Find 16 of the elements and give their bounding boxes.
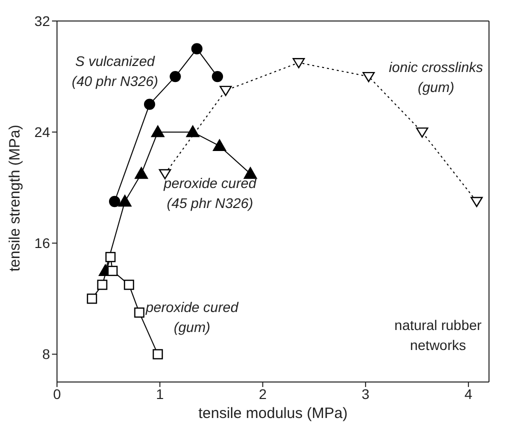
x-axis-title: tensile modulus (MPa) — [198, 405, 348, 422]
y-tick-label: 32 — [34, 12, 50, 29]
x-tick-label: 4 — [464, 386, 473, 402]
y-tick-label: 24 — [34, 124, 50, 140]
annotation: natural rubber networks — [393, 316, 483, 355]
series-label: S vulcanized (40 phr N326) — [70, 52, 160, 91]
x-tick-label: 1 — [156, 386, 164, 402]
x-tick-label: 2 — [258, 386, 267, 402]
x-tick-label: 0 — [53, 386, 62, 402]
series-label: peroxide cured (gum) — [144, 298, 240, 337]
series-label: ionic crosslinks (gum) — [388, 58, 484, 97]
y-axis-title: tensile strength (MPa) — [6, 124, 24, 272]
y-tick-label: 16 — [34, 235, 50, 252]
y-tick-label: 8 — [42, 346, 50, 362]
series-label: peroxide cured (45 phr N326) — [162, 174, 258, 213]
x-tick-label: 3 — [362, 386, 370, 402]
